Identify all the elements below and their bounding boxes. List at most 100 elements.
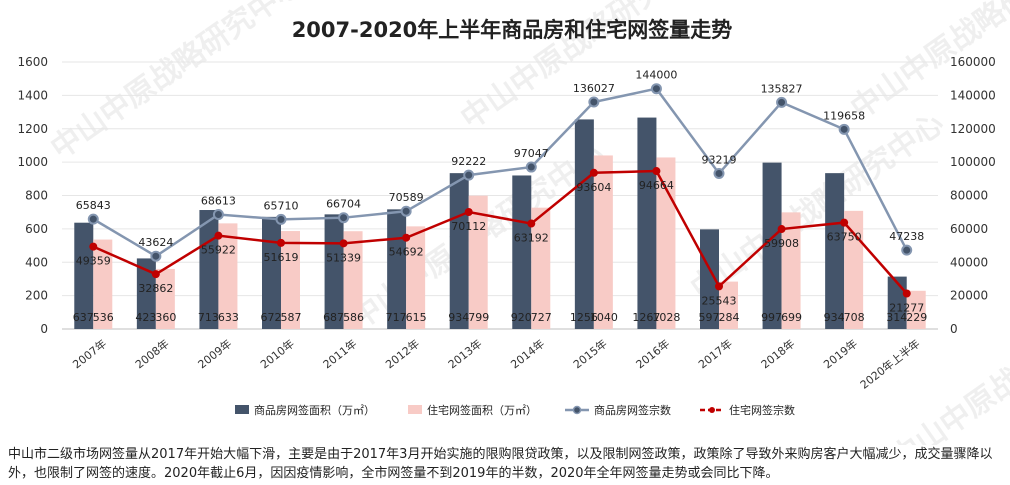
right-tick-label: 20000 (950, 289, 988, 303)
residential-count-label: 94664 (639, 179, 674, 192)
bar-residential-area (656, 157, 676, 329)
residential-count-label: 93604 (576, 181, 611, 194)
bar-commercial-label: 717 (386, 311, 407, 324)
chart-title: 2007-2020年上半年商品房和住宅网签量走势 (292, 18, 733, 42)
right-tick-label: 140000 (950, 88, 996, 102)
bar-residential-area (468, 195, 488, 329)
bar-commercial-label: 934 (448, 311, 469, 324)
point-commercial-count (588, 96, 600, 108)
point-residential-count (339, 239, 348, 248)
x-tick-label: 2019年 (821, 336, 860, 371)
point-commercial-count (338, 212, 350, 224)
watermark-text: 中山中原战略研究中心 (45, 0, 311, 167)
bar-residential-label: 1028 (652, 311, 680, 324)
left-tick-label: 1600 (17, 55, 48, 69)
bar-residential-area (343, 231, 363, 329)
bar-residential-label: 615 (406, 311, 427, 324)
point-commercial-count (901, 244, 913, 256)
x-tick-label: 2013年 (445, 336, 484, 371)
bar-commercial-area (262, 216, 281, 329)
right-tick-label: 120000 (950, 122, 996, 136)
left-tick-label: 1400 (17, 88, 48, 102)
bar-residential-area (218, 223, 238, 329)
point-commercial-count (400, 205, 412, 217)
bar-commercial-area (762, 162, 782, 329)
bar-commercial-label: 423 (135, 311, 156, 324)
residential-count-label: 55922 (201, 244, 236, 257)
x-tick-label: 2015年 (570, 336, 609, 371)
commercial-count-label: 97047 (514, 147, 549, 160)
bar-commercial-label: 920 (511, 311, 532, 324)
left-tick-label: 1000 (17, 155, 48, 169)
point-residential-count (277, 238, 285, 247)
residential-count-label: 21277 (889, 301, 924, 314)
right-tick-label: 160000 (950, 55, 996, 69)
commercial-count-label: 92222 (451, 155, 486, 168)
x-tick-label: 2016年 (633, 336, 672, 371)
legend-swatch (408, 405, 422, 414)
point-residential-count (715, 282, 723, 291)
commercial-count-label: 65843 (76, 199, 111, 212)
footnote: 中山市二级市场网签量从2017年开始大幅下滑，主要是由于2017年3月开始实施的… (8, 447, 993, 481)
bar-residential-area (281, 231, 300, 329)
bar-residential-area (93, 239, 113, 329)
left-tick-label: 0 (40, 322, 48, 336)
x-tick-label: 2018年 (758, 336, 797, 371)
commercial-count-label: 47238 (889, 230, 924, 243)
bar-residential-area (719, 281, 738, 329)
bar-residential-label: 587 (281, 311, 302, 324)
point-residential-count (214, 231, 223, 240)
bar-residential-area (906, 290, 926, 329)
commercial-count-label: 70589 (389, 191, 424, 204)
bar-residential-area (593, 155, 613, 329)
left-tick-label: 200 (25, 289, 48, 303)
x-tick-label: 2014年 (508, 336, 547, 371)
lines (87, 83, 913, 298)
x-tick-label: 2012年 (383, 336, 422, 371)
bar-residential-label: 1040 (590, 311, 618, 324)
bar-residential-label: 536 (93, 311, 114, 324)
bar-commercial-label: 672 (261, 311, 282, 324)
x-axis: 2007年 2008年 2009年 2010年 2011年 2012年 2013年 2014年… (70, 336, 923, 391)
residential-count-label: 32862 (138, 282, 173, 295)
point-commercial-count (713, 167, 725, 179)
bar-residential-label: 633 (218, 311, 239, 324)
residential-count-label: 51619 (264, 251, 299, 264)
residential-count-label: 49359 (76, 255, 111, 268)
x-tick-label: 2017年 (695, 336, 734, 371)
residential-count-label: 51339 (326, 251, 361, 264)
legend-swatch (235, 405, 249, 414)
bar-commercial-label: 687 (323, 311, 344, 324)
bar-residential-label: 708 (844, 311, 865, 324)
legend-label: 住宅网签宗数 (729, 403, 795, 417)
bar-residential-label: 799 (468, 311, 489, 324)
residential-count-label: 54692 (389, 246, 424, 259)
point-commercial-count (275, 213, 287, 225)
bar-residential-area (406, 226, 426, 329)
point-commercial-count (150, 250, 162, 262)
left-tick-label: 400 (25, 255, 48, 269)
watermark-text: 中山中原战略研究中心 (685, 106, 951, 307)
commercial-count-label: 119658 (823, 109, 865, 122)
bar-residential-label: 699 (781, 311, 802, 324)
right-tick-label: 100000 (950, 155, 996, 169)
bar-commercial-label: 934 (824, 311, 845, 324)
bar-commercial-label: 1267 (632, 311, 660, 324)
bar-commercial-label: 314 (886, 311, 907, 324)
bar-residential-area (531, 207, 551, 329)
bar-residential-label: 229 (906, 311, 927, 324)
commercial-count-label: 68613 (201, 195, 236, 208)
commercial-count-label: 93219 (702, 153, 737, 166)
commercial-count-label: 65710 (264, 199, 299, 212)
point-residential-count (652, 167, 661, 176)
legend-label: 住宅网签面积（万㎡） (427, 403, 537, 417)
x-tick-label: 2011年 (320, 336, 359, 371)
point-residential-count (840, 218, 849, 227)
bar-commercial-area (700, 229, 719, 329)
point-residential-count (89, 242, 98, 251)
commercial-count-label: 43624 (138, 236, 173, 249)
bar-commercial-area (449, 173, 469, 329)
residential-count-label: 25543 (702, 294, 737, 307)
bar-residential-label: 284 (719, 311, 740, 324)
bar-commercial-label: 997 (761, 311, 782, 324)
